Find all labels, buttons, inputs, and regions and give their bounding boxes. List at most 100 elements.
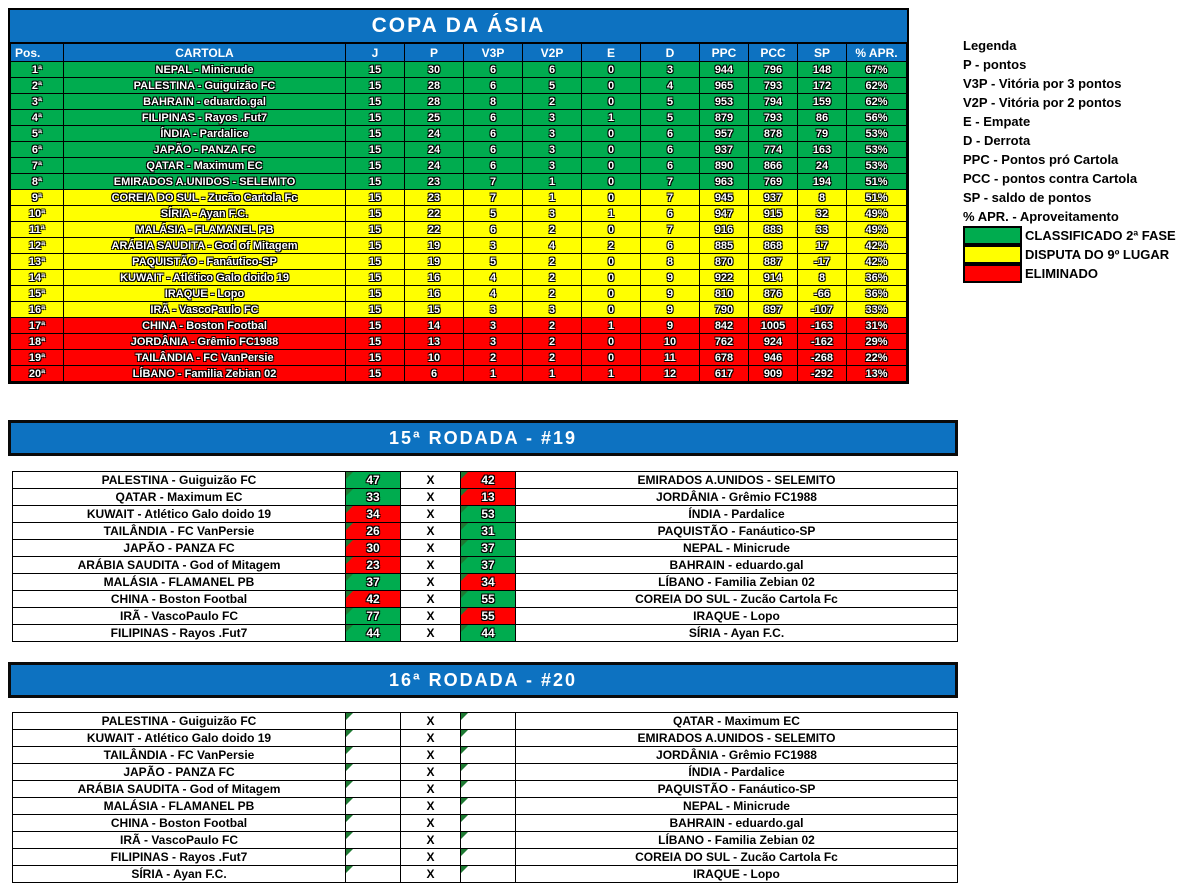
corner-flag-icon: [346, 608, 353, 615]
away-score-cell[interactable]: [460, 712, 516, 730]
v2p-cell: 3: [522, 301, 582, 318]
away-score-cell[interactable]: [460, 797, 516, 815]
away-score-cell[interactable]: [460, 831, 516, 849]
match-row: MALÁSIA - FLAMANEL PB X NEPAL - Minicrude: [12, 797, 958, 815]
home-score-value: 33: [366, 490, 380, 504]
away-score-cell[interactable]: 44: [460, 624, 516, 642]
away-score-cell[interactable]: [460, 814, 516, 832]
standings-row: 18ª JORDÂNIA - Grêmio FC1988 15 13 3 2 0 10 762 9…: [10, 333, 907, 350]
corner-flag-icon: [461, 815, 468, 822]
home-score-cell[interactable]: 42: [345, 590, 401, 608]
v2p-cell: 3: [522, 205, 582, 222]
team-name-cell: FILIPINAS - Rayos .Fut7: [63, 109, 346, 126]
versus-cell: X: [400, 539, 461, 557]
versus-cell: X: [400, 573, 461, 591]
away-score-cell[interactable]: [460, 865, 516, 883]
team-name-cell: SÍRIA - Ayan F.C.: [63, 205, 346, 222]
home-score-cell[interactable]: [345, 763, 401, 781]
standings-row: 9ª COREIA DO SUL - Zucão Cartola Fc 15 23 7 1…: [10, 189, 907, 206]
away-score-cell[interactable]: [460, 848, 516, 866]
away-score-cell[interactable]: [460, 780, 516, 798]
home-score-cell[interactable]: [345, 780, 401, 798]
round-16-banner: 16ª RODADA - #20: [8, 662, 958, 698]
losses-cell: 9: [640, 301, 700, 318]
home-team-cell: QATAR - Maximum EC: [12, 488, 346, 506]
home-score-cell[interactable]: [345, 848, 401, 866]
away-score-cell[interactable]: 53: [460, 505, 516, 523]
home-score-cell[interactable]: [345, 831, 401, 849]
v3p-cell: 6: [463, 109, 523, 126]
draws-cell: 0: [581, 269, 641, 286]
away-score-cell[interactable]: 42: [460, 471, 516, 489]
sp-cell: 163: [797, 141, 847, 158]
home-score-cell[interactable]: 23: [345, 556, 401, 574]
versus-cell: X: [400, 831, 461, 849]
versus-cell: X: [400, 505, 461, 523]
away-score-cell[interactable]: 13: [460, 488, 516, 506]
column-header-8: PPC: [699, 43, 749, 62]
home-score-cell[interactable]: [345, 746, 401, 764]
standings-row: 6ª JAPÃO - PANZA FC 15 24 6 3 0 6 937 774 163 53%: [10, 141, 907, 158]
home-score-cell[interactable]: [345, 797, 401, 815]
match-row: TAILÂNDIA - FC VanPersie X JORDÂNIA - Grêm…: [12, 746, 958, 764]
column-header-6: E: [581, 43, 641, 62]
standings-row: 7ª QATAR - Maximum EC 15 24 6 3 0 6 890 866 24 53%: [10, 157, 907, 174]
draws-cell: 1: [581, 365, 641, 382]
versus-cell: X: [400, 488, 461, 506]
legend-line: PPC - Pontos pró Cartola: [963, 152, 1119, 167]
home-score-cell[interactable]: 77: [345, 607, 401, 625]
away-team-cell: IRAQUE - Lopo: [515, 607, 958, 625]
corner-flag-icon: [461, 625, 468, 632]
corner-flag-icon: [461, 730, 468, 737]
away-score-cell[interactable]: [460, 746, 516, 764]
versus-cell: X: [400, 729, 461, 747]
home-score-cell[interactable]: 34: [345, 505, 401, 523]
home-team-cell: SÍRIA - Ayan F.C.: [12, 865, 346, 883]
away-score-cell[interactable]: [460, 729, 516, 747]
away-score-cell[interactable]: 55: [460, 607, 516, 625]
sp-cell: -66: [797, 285, 847, 302]
home-score-cell[interactable]: 30: [345, 539, 401, 557]
ppc-cell: 965: [699, 77, 749, 94]
away-score-value: 55: [481, 592, 495, 606]
away-score-cell[interactable]: 34: [460, 573, 516, 591]
sp-cell: 148: [797, 61, 847, 78]
away-score-cell[interactable]: [460, 763, 516, 781]
draws-cell: 0: [581, 349, 641, 366]
away-team-cell: IRAQUE - Lopo: [515, 865, 958, 883]
points-cell: 22: [404, 205, 464, 222]
home-score-cell[interactable]: [345, 712, 401, 730]
standings-body: 1ª NEPAL - Minicrude 15 30 6 6 0 3 944 796 148 67% 2…: [10, 61, 907, 382]
match-row: CHINA - Boston Footbal 42 X 55 COREIA DO SUL…: [12, 590, 958, 608]
pcc-cell: 794: [748, 93, 798, 110]
draws-cell: 0: [581, 93, 641, 110]
home-score-cell[interactable]: 47: [345, 471, 401, 489]
home-score-cell[interactable]: 33: [345, 488, 401, 506]
home-score-cell[interactable]: [345, 865, 401, 883]
legend-line: Legenda: [963, 38, 1017, 53]
losses-cell: 7: [640, 173, 700, 190]
away-score-cell[interactable]: 31: [460, 522, 516, 540]
home-score-cell[interactable]: 26: [345, 522, 401, 540]
corner-flag-icon: [346, 730, 353, 737]
away-team-cell: LÍBANO - Familia Zebian 02: [515, 831, 958, 849]
position-cell: 3ª: [10, 93, 64, 110]
v2p-cell: 2: [522, 333, 582, 350]
v3p-cell: 6: [463, 157, 523, 174]
home-score-cell[interactable]: [345, 814, 401, 832]
away-score-cell[interactable]: 37: [460, 539, 516, 557]
match-row: ARÁBIA SAUDITA - God of Mitagem 23 X 37 BAHR…: [12, 556, 958, 574]
pcc-cell: 887: [748, 253, 798, 270]
home-score-value: 34: [366, 507, 380, 521]
home-score-cell[interactable]: [345, 729, 401, 747]
away-score-cell[interactable]: 55: [460, 590, 516, 608]
games-cell: 15: [345, 141, 405, 158]
home-score-cell[interactable]: 37: [345, 573, 401, 591]
away-score-cell[interactable]: 37: [460, 556, 516, 574]
yellow-swatch: [963, 245, 1022, 264]
position-cell: 10ª: [10, 205, 64, 222]
pcc-cell: 937: [748, 189, 798, 206]
apr-cell: 62%: [846, 77, 907, 94]
home-score-cell[interactable]: 44: [345, 624, 401, 642]
ppc-cell: 916: [699, 221, 749, 238]
